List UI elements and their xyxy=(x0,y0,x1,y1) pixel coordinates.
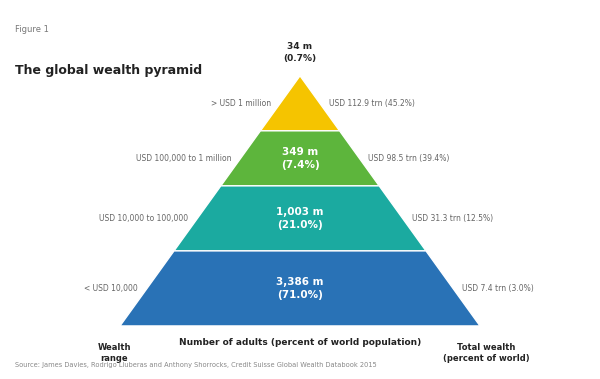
Polygon shape xyxy=(221,131,379,186)
Text: 349 m
(7.4%): 349 m (7.4%) xyxy=(281,147,319,169)
Text: USD 98.5 trn (39.4%): USD 98.5 trn (39.4%) xyxy=(368,154,450,163)
Polygon shape xyxy=(260,76,340,131)
Text: Number of adults (percent of world population): Number of adults (percent of world popul… xyxy=(179,338,421,348)
Text: Wealth
range: Wealth range xyxy=(97,343,131,363)
Text: USD 112.9 trn (45.2%): USD 112.9 trn (45.2%) xyxy=(329,99,415,108)
Text: USD 7.4 trn (3.0%): USD 7.4 trn (3.0%) xyxy=(462,284,534,293)
Text: 34 m
(0.7%): 34 m (0.7%) xyxy=(283,42,317,63)
Text: Source: James Davies, Rodrigo Lluberas and Anthony Shorrocks, Credit Suisse Glob: Source: James Davies, Rodrigo Lluberas a… xyxy=(15,362,377,368)
Text: USD 100,000 to 1 million: USD 100,000 to 1 million xyxy=(136,154,232,163)
Text: USD 31.3 trn (12.5%): USD 31.3 trn (12.5%) xyxy=(412,214,493,223)
Polygon shape xyxy=(120,251,480,326)
Text: < USD 10,000: < USD 10,000 xyxy=(84,284,138,293)
Text: 3,386 m
(71.0%): 3,386 m (71.0%) xyxy=(276,277,324,300)
Text: USD 10,000 to 100,000: USD 10,000 to 100,000 xyxy=(99,214,188,223)
Text: Total wealth
(percent of world): Total wealth (percent of world) xyxy=(443,343,529,363)
Text: 1,003 m
(21.0%): 1,003 m (21.0%) xyxy=(276,207,324,230)
Text: > USD 1 million: > USD 1 million xyxy=(211,99,271,108)
Polygon shape xyxy=(174,186,426,251)
Text: The global wealth pyramid: The global wealth pyramid xyxy=(15,64,202,77)
Text: Figure 1: Figure 1 xyxy=(15,25,49,34)
